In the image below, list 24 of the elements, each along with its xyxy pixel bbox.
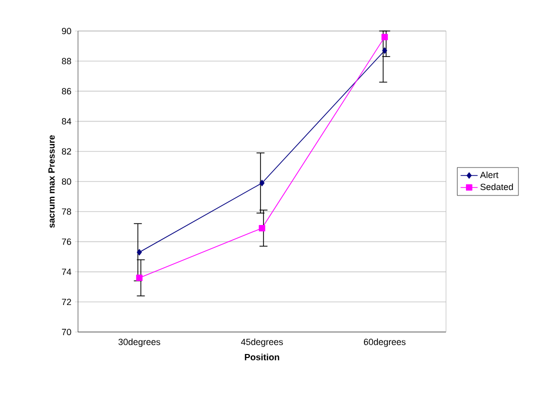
y-tick-label: 88 [62,58,72,64]
point [381,34,388,40]
y-tick-label: 72 [62,298,72,306]
y-axis-title: sacrum max Pressure [48,135,55,228]
x-tick-label: 45degrees [241,338,283,347]
y-tick-label: 86 [62,88,72,94]
point [136,274,143,282]
y-tick-label: 82 [62,148,72,155]
point [136,249,142,256]
y-tick-label: 84 [62,118,72,124]
y-tick-label: 74 [62,268,72,275]
legend-label: Sedated [480,183,513,190]
y-tick-label: 80 [62,178,72,185]
y-tick-label: 78 [62,208,72,215]
x-tick-label: 30degrees [118,338,160,347]
point [382,47,388,54]
y-tick-label: 90 [62,28,72,34]
y-tick-label: 76 [62,238,72,245]
x-tick-label: 60degrees [364,338,406,347]
point [258,224,266,232]
y-tick-label: 70 [62,328,72,336]
legend-label: Alert [480,172,498,178]
point [260,180,264,186]
x-axis-title: Position [244,354,280,360]
